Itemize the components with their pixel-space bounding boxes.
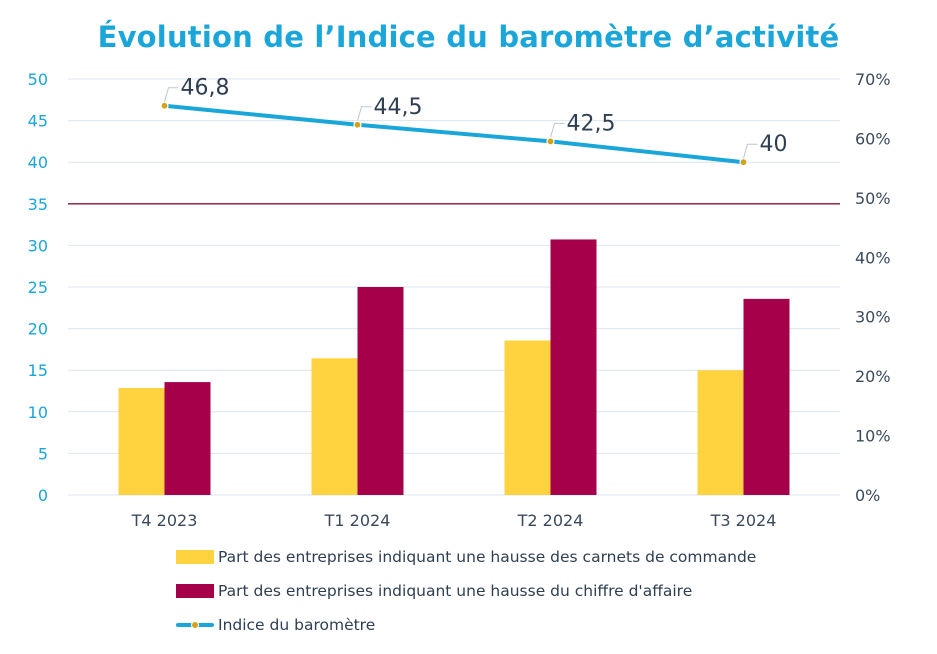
indice-series-line: [162, 103, 746, 165]
x-tick-label: T4 2023: [131, 511, 198, 530]
legend-label-chiffre: Part des entreprises indiquant une hauss…: [218, 582, 693, 600]
indice-point: [353, 120, 362, 129]
indice-data-label: 46,8: [181, 76, 230, 101]
y-left-tick-label: 15: [28, 361, 48, 380]
bar-chiffre: [550, 239, 597, 495]
bar-chiffre: [357, 287, 404, 495]
y-right-tick-label: 60%: [855, 129, 891, 148]
y-right-tick-label: 20%: [855, 367, 891, 386]
legend-swatch-chiffre: [176, 584, 214, 598]
legend-label-carnets: Part des entreprises indiquant une hauss…: [218, 548, 757, 566]
legend-item-chiffre: Part des entreprises indiquant une hauss…: [176, 574, 756, 608]
indice-point: [160, 101, 169, 110]
indice-data-label: 42,5: [567, 111, 616, 136]
bar-chiffre: [743, 298, 790, 495]
y-left-tick-label: 45: [28, 112, 48, 131]
y-left-tick-label: 20: [28, 320, 48, 339]
y-left-tick-label: 30: [28, 236, 48, 255]
legend-label-indice: Indice du baromètre: [218, 616, 376, 634]
y-left-tick-label: 5: [38, 444, 48, 463]
y-right-tick-label: 10%: [855, 427, 891, 446]
y-left-tick-label: 25: [28, 278, 48, 297]
indice-point: [546, 137, 555, 146]
data-labels: 46,8 44,5 42,5 40: [164, 76, 788, 159]
indice-data-label: 44,5: [374, 95, 423, 120]
y-right-tick-label: 40%: [855, 248, 891, 267]
bar-carnets: [311, 358, 358, 495]
y-left-tick-label: 50: [28, 70, 48, 89]
bars: [118, 239, 790, 495]
indice-data-label: 40: [760, 132, 788, 157]
legend: Part des entreprises indiquant une hauss…: [176, 540, 756, 642]
bar-chiffre: [164, 382, 211, 495]
indice-line: [160, 101, 748, 167]
data-label-leader: [357, 106, 372, 121]
indice-point: [739, 158, 748, 167]
y-right-tick-label: 50%: [855, 189, 891, 208]
right-axis-ticks: 0% 10% 20% 30% 40% 50% 60% 70%: [855, 70, 891, 505]
x-tick-label: T3 2024: [710, 511, 777, 530]
data-label-leader: [743, 143, 758, 159]
bar-carnets: [118, 388, 165, 495]
data-label-leader: [164, 87, 179, 102]
bar-carnets: [697, 370, 744, 495]
legend-swatch-carnets: [176, 550, 214, 564]
y-left-tick-label: 40: [28, 153, 48, 172]
data-label-leader: [550, 122, 565, 138]
y-right-tick-label: 30%: [855, 308, 891, 327]
chart-title: Évolution de l’Indice du baromètre d’act…: [97, 20, 840, 54]
legend-item-carnets: Part des entreprises indiquant une hauss…: [176, 540, 756, 574]
legend-item-indice: Indice du baromètre: [176, 608, 756, 642]
y-left-tick-label: 10: [28, 403, 48, 422]
left-axis-ticks: 0 5 10 15 20 25 30 35 40 45 50: [28, 70, 48, 505]
y-right-tick-label: 0%: [855, 486, 880, 505]
y-left-tick-label: 0: [38, 486, 48, 505]
y-right-tick-label: 70%: [855, 70, 891, 89]
x-tick-label: T2 2024: [517, 511, 584, 530]
y-left-tick-label: 35: [28, 195, 48, 214]
x-tick-label: T1 2024: [324, 511, 391, 530]
bar-carnets: [504, 340, 551, 495]
x-axis-ticks: T4 2023 T1 2024 T2 2024 T3 2024: [131, 511, 777, 530]
legend-swatch-indice: [176, 618, 214, 632]
